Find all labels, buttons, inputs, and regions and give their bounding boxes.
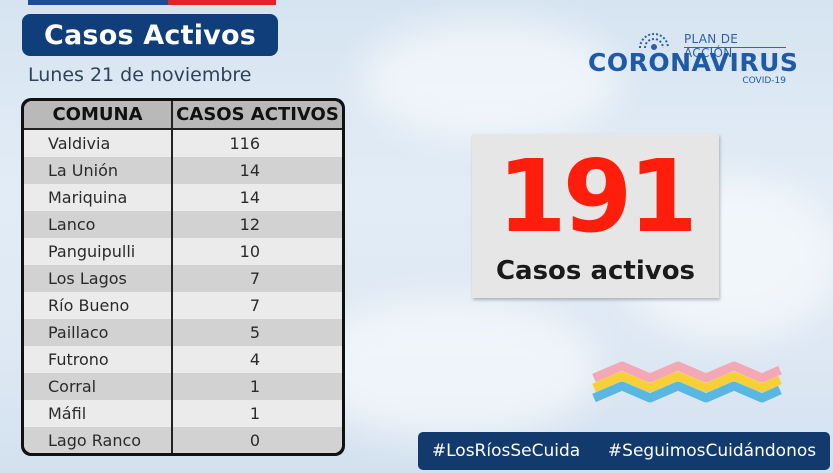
comuna-cell: Lago Ranco: [24, 427, 173, 453]
casos-cell: 12: [172, 211, 342, 238]
comuna-cell: Los Lagos: [24, 265, 173, 292]
table-row: Valdivia 116: [24, 129, 342, 157]
column-header-casos: CASOS ACTIVOS: [172, 101, 342, 130]
total-cases-card: 191 Casos activos: [472, 134, 719, 298]
casos-cell: 5: [172, 319, 342, 346]
hashtag-los-rios: #LosRíosSeCuida: [431, 441, 581, 461]
plan-label: PLAN DE ACCIÓN: [684, 32, 739, 60]
covid-label: COVID-19: [742, 76, 786, 86]
comuna-cell: La Unión: [24, 157, 173, 184]
table-row: Panguipulli 10: [24, 238, 342, 265]
total-cases-label: Casos activos: [495, 256, 696, 286]
table-row: La Unión 14: [24, 157, 342, 184]
table-row: Corral 1: [24, 373, 342, 400]
comuna-cell: Paillaco: [24, 319, 173, 346]
comuna-cell: Valdivia: [24, 129, 173, 157]
column-header-comuna: COMUNA: [24, 101, 173, 130]
table-row: Máfil 1: [24, 400, 342, 427]
comuna-cell: Máfil: [24, 400, 173, 427]
casos-cell: 7: [172, 265, 342, 292]
comuna-cell: Mariquina: [24, 184, 173, 211]
comuna-cell: Río Bueno: [24, 292, 173, 319]
table-row: Río Bueno 7: [24, 292, 342, 319]
casos-cell: 14: [172, 184, 342, 211]
comuna-cell: Corral: [24, 373, 173, 400]
casos-cell: 1: [172, 373, 342, 400]
casos-cell: 4: [172, 346, 342, 373]
table-row: Mariquina 14: [24, 184, 342, 211]
comuna-cell: Futrono: [24, 346, 173, 373]
hashtag-seguimos: #SeguimosCuidándonos: [607, 441, 817, 461]
region-waves-icon: [592, 361, 782, 403]
cases-table: COMUNA CASOS ACTIVOS Valdivia 116 La Unión…: [21, 98, 345, 456]
table-row: Lago Ranco 0: [24, 427, 342, 453]
casos-cell: 0: [172, 427, 342, 453]
government-emblem-icon: [639, 33, 669, 50]
coronavirus-plan-logo: PLAN DE ACCIÓN CORONAVIRUS COVID-19: [588, 28, 798, 90]
coronavirus-label: CORONAVIRUS: [588, 48, 799, 77]
casos-cell: 14: [172, 157, 342, 184]
hashtag-bar: #LosRíosSeCuida #SeguimosCuidándonos: [418, 432, 830, 470]
comuna-cell: Panguipulli: [24, 238, 173, 265]
table-row: Paillaco 5: [24, 319, 342, 346]
table-body: Valdivia 116 La Unión 14 Mariquina 14 Lanco 12 P…: [24, 129, 342, 453]
table-row: Futrono 4: [24, 346, 342, 373]
date-label: Lunes 21 de noviembre: [28, 64, 252, 86]
casos-cell: 116: [172, 129, 342, 157]
table-row: Los Lagos 7: [24, 265, 342, 292]
casos-cell: 7: [172, 292, 342, 319]
table-row: Lanco 12: [24, 211, 342, 238]
total-cases-number: 191: [497, 138, 698, 255]
flag-strip: [28, 0, 276, 5]
casos-cell: 1: [172, 400, 342, 427]
casos-cell: 10: [172, 238, 342, 265]
page-title: Casos Activos: [22, 14, 278, 56]
comuna-cell: Lanco: [24, 211, 173, 238]
